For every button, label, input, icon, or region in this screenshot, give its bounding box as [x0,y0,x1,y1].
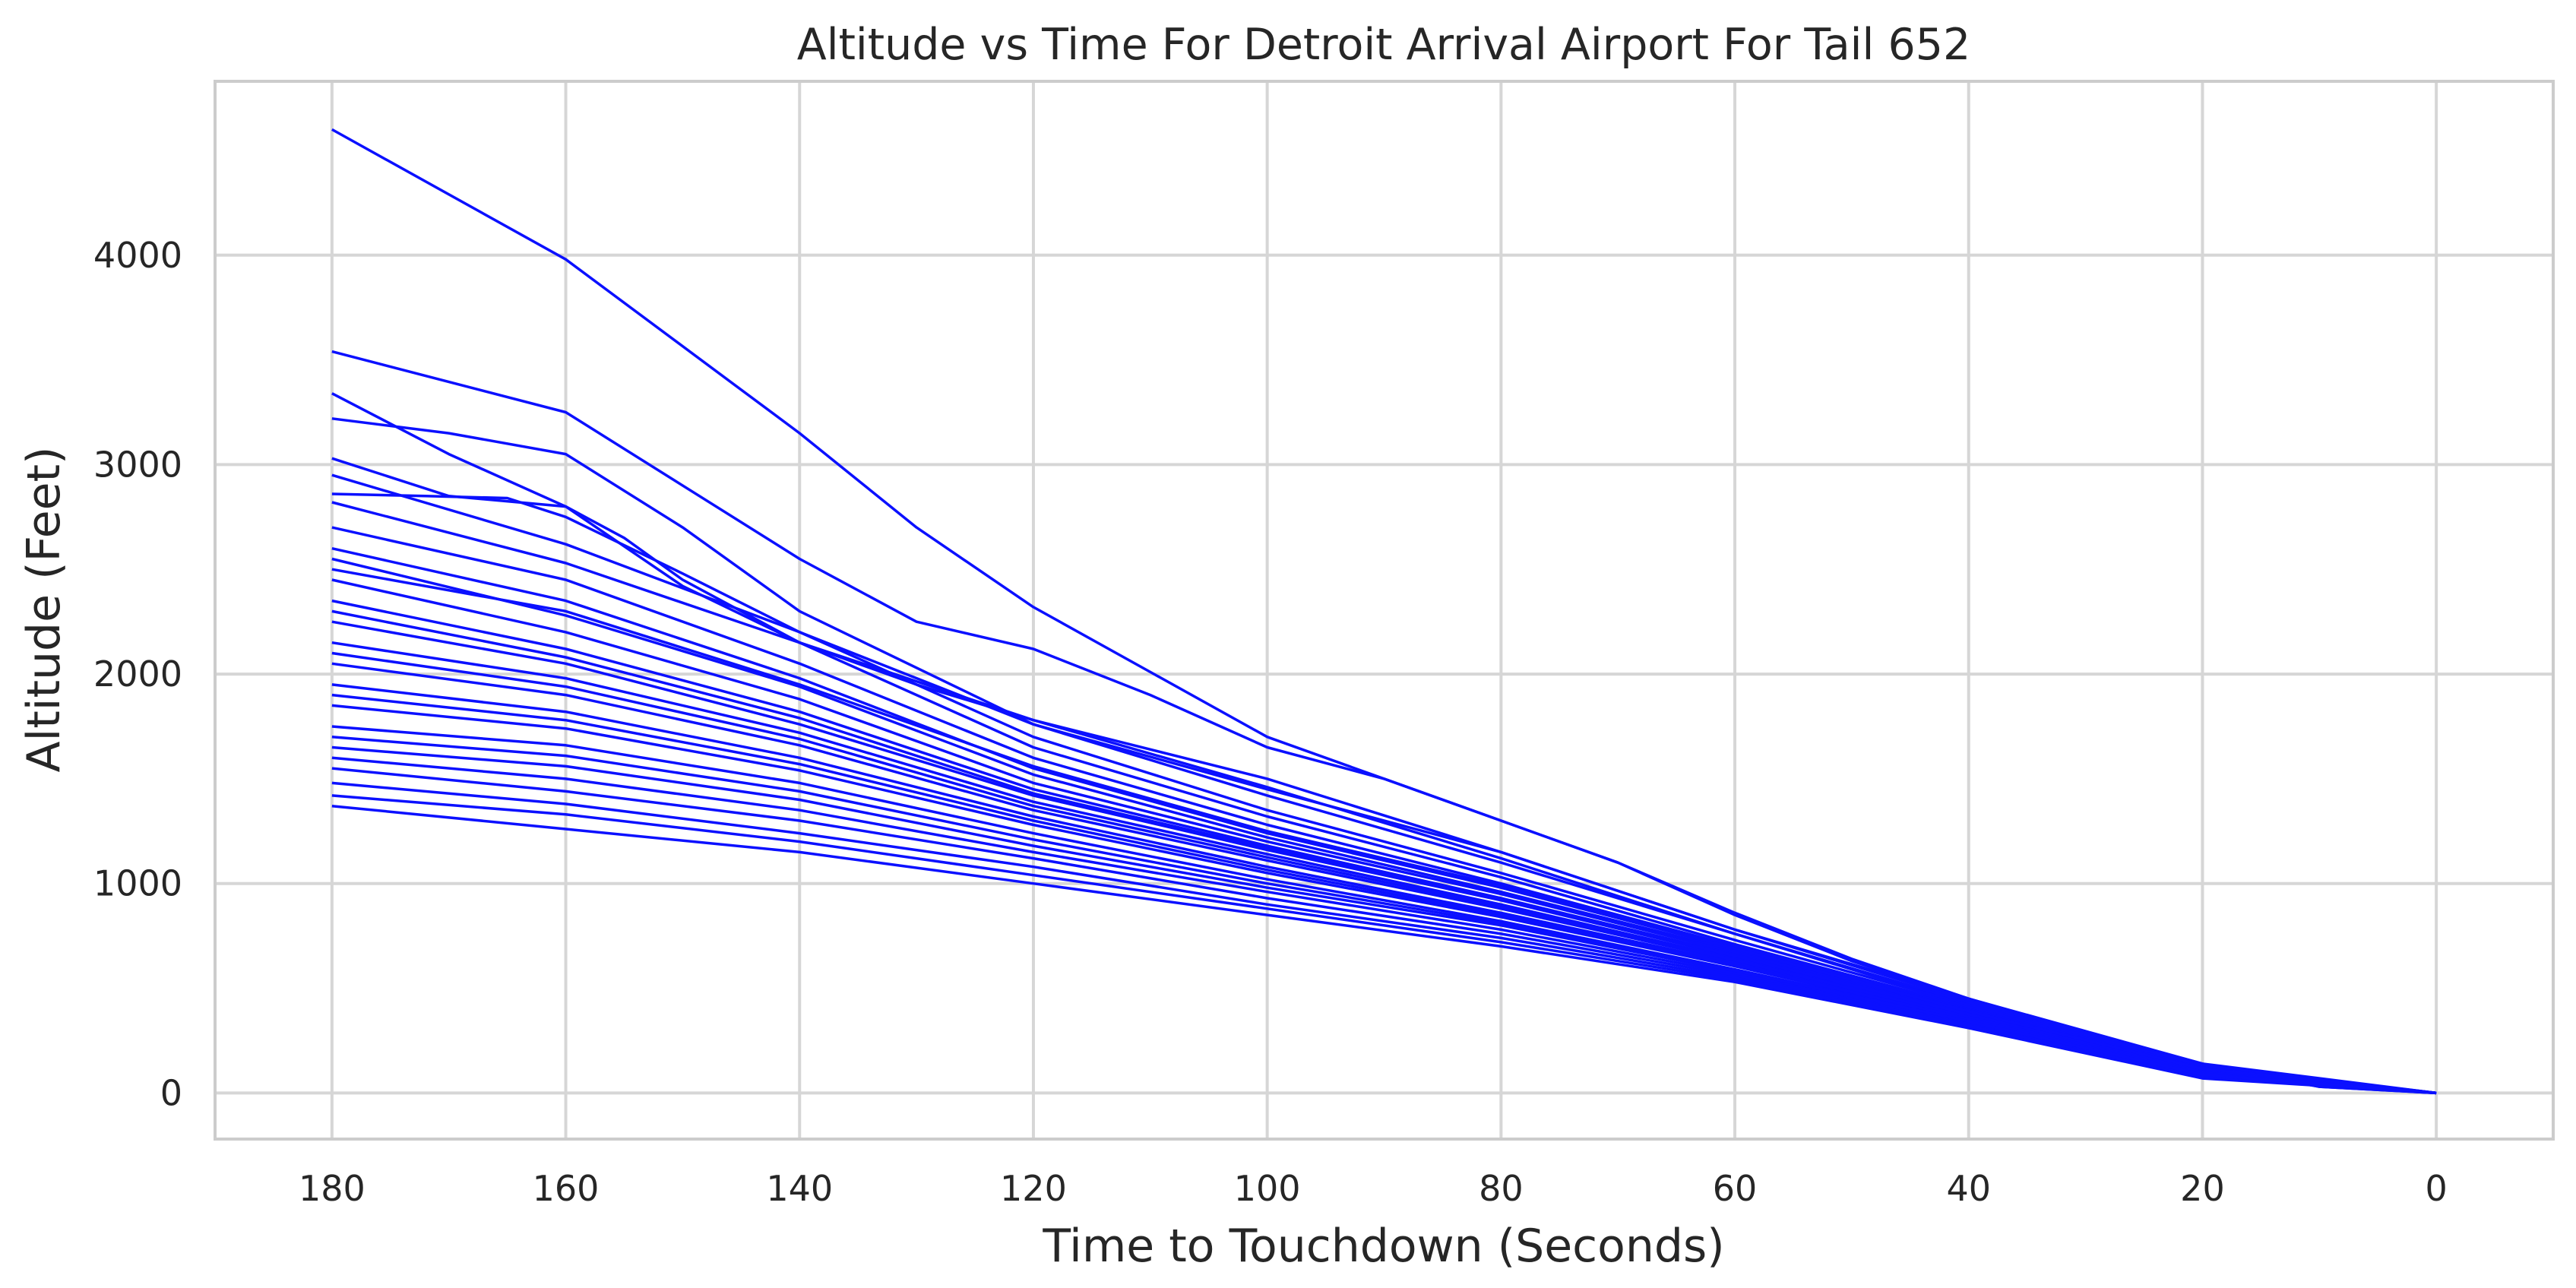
x-tick-label: 100 [1234,1168,1301,1209]
x-tick-label: 180 [299,1168,366,1209]
series-line-flight-29 [331,693,2437,1095]
chart-title: Altitude vs Time For Detroit Arrival Air… [797,20,1970,70]
y-axis-label: Altitude (Feet) [17,447,71,773]
x-axis-label: Time to Touchdown (Seconds) [1042,1220,1724,1273]
y-tick-label: 4000 [93,235,182,276]
x-tick-label: 160 [533,1168,600,1209]
series-line-flight-27 [331,609,2437,1095]
x-tick-label: 140 [766,1168,833,1209]
series-line-flight-24 [331,794,2437,1095]
x-tick-label: 20 [2180,1168,2225,1209]
series-line-flight-07 [331,473,2437,1095]
x-tick-label: 40 [1946,1168,1991,1209]
x-tick-label: 120 [1000,1168,1067,1209]
series-line-flight-28 [331,651,2437,1095]
gridlines [215,81,2553,1139]
y-tick-label: 2000 [93,653,182,695]
series-line-flight-06 [331,492,2437,1095]
series-line-flight-26 [331,568,2437,1095]
y-tick-label: 0 [160,1072,182,1113]
x-tick-labels: 180 160 140 120 100 80 60 40 20 0 [299,1168,2448,1209]
series-line-flight-30 [331,736,2437,1095]
y-tick-label: 3000 [93,444,182,485]
plot-frame [214,80,2555,1141]
series-lines [331,128,2437,1095]
series-line-flight-25 [331,804,2437,1095]
y-tick-labels: 0 1000 2000 3000 4000 [93,235,182,1114]
x-tick-label: 60 [1713,1168,1758,1209]
series-line-flight-04 [331,417,2437,1095]
x-tick-label: 80 [1479,1168,1524,1209]
x-tick-label: 0 [2426,1168,2448,1209]
y-tick-label: 1000 [93,863,182,904]
